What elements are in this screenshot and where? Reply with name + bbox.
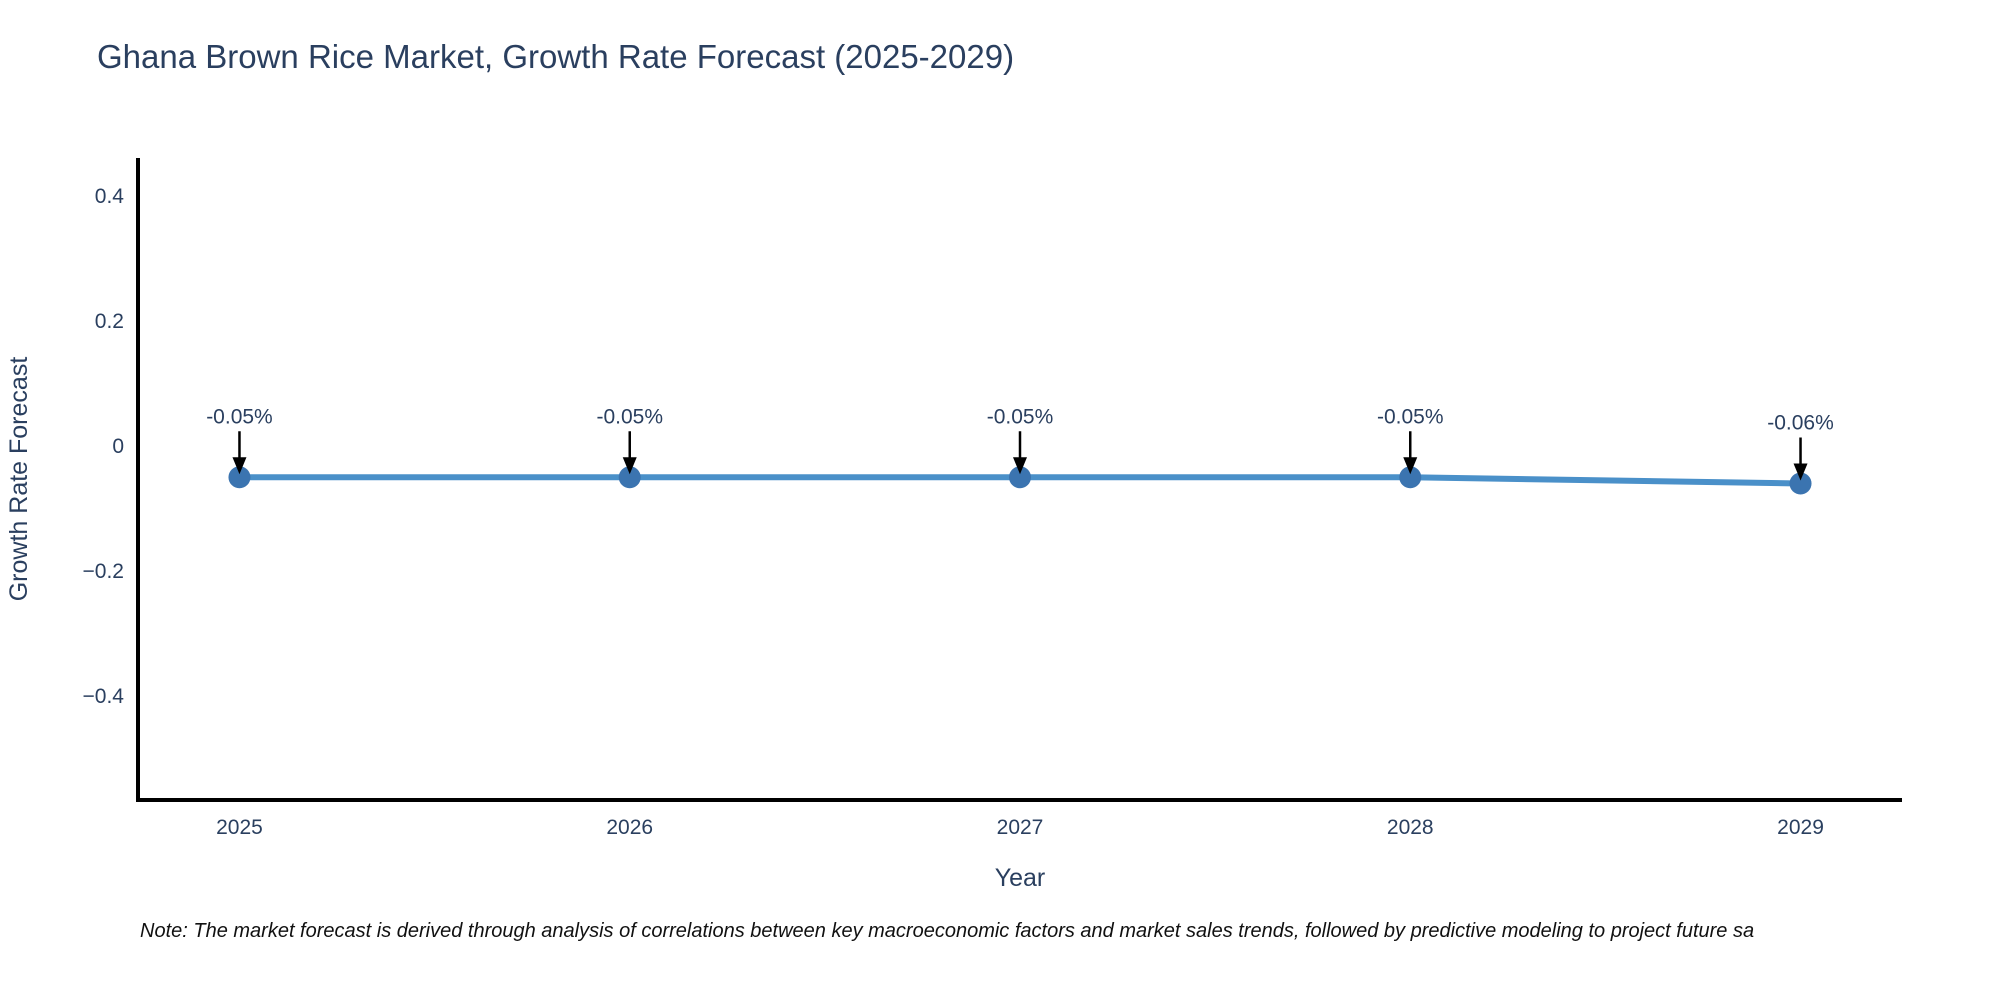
chart-footnote: Note: The market forecast is derived thr… xyxy=(140,920,1755,942)
data-point-marker-2027 xyxy=(1009,466,1031,489)
x-tick-label: 2029 xyxy=(1777,816,1824,839)
y-tick-label: 0.2 xyxy=(95,310,124,333)
annotation-arrowhead xyxy=(232,457,247,475)
annotation-arrowhead xyxy=(1793,463,1808,481)
y-tick-label: 0 xyxy=(112,435,124,458)
y-axis-title: Growth Rate Forecast xyxy=(5,357,33,602)
x-axis-title: Year xyxy=(995,864,1046,892)
x-tick-label: 2025 xyxy=(216,816,263,839)
growth-rate-line-chart: 0.4 0.2 0 −0.2 −0.4 2025 2026 2027 2028 2029 Year G… xyxy=(5,158,1902,892)
y-tick-label: −0.2 xyxy=(83,560,124,583)
y-tick-label: −0.4 xyxy=(83,685,125,708)
data-point-label-2026: -0.05% xyxy=(596,405,663,428)
x-tick-label: 2028 xyxy=(1387,816,1434,839)
data-point-marker-2025 xyxy=(228,466,251,489)
data-point-label-2027: -0.05% xyxy=(987,405,1054,428)
annotation-arrowhead xyxy=(622,457,637,475)
data-point-label-2025: -0.05% xyxy=(206,405,273,428)
data-point-marker-2026 xyxy=(618,466,641,489)
chart-title: Ghana Brown Rice Market, Growth Rate For… xyxy=(97,38,1015,75)
data-point-marker-2028 xyxy=(1399,466,1422,489)
data-point-label-2028: -0.05% xyxy=(1377,405,1444,428)
annotation-arrowhead xyxy=(1013,457,1027,475)
data-point-marker-2029 xyxy=(1789,472,1812,495)
annotation-arrowhead xyxy=(1403,457,1418,475)
x-tick-label: 2026 xyxy=(606,816,653,839)
x-tick-label: 2027 xyxy=(997,816,1044,839)
data-point-label-2029: -0.06% xyxy=(1767,412,1834,435)
y-tick-label: 0.4 xyxy=(95,185,125,208)
